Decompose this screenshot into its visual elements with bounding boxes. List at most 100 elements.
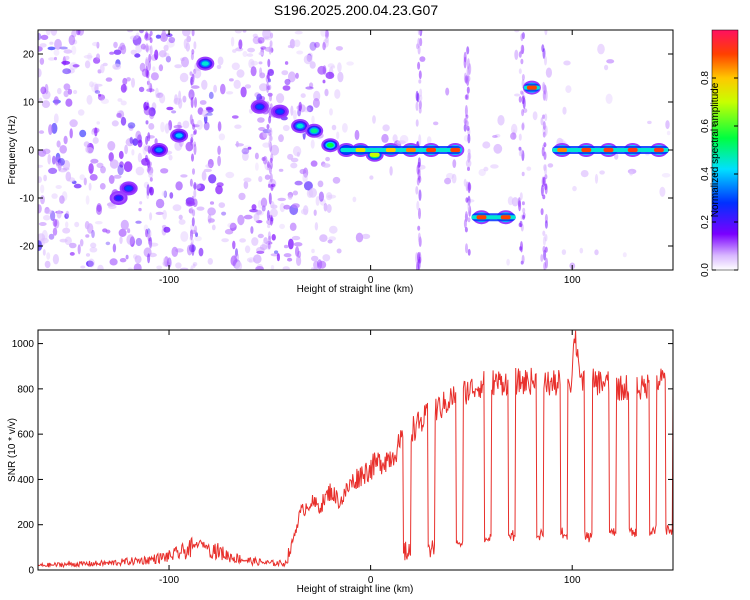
spectrogram-noise-blob [225,171,235,179]
colorbar-gradient [711,29,739,271]
spectrogram-noise-blob [565,85,572,93]
spectrogram-noise-blob [257,117,265,123]
spectrogram-smear [521,123,525,131]
spectrogram-smear [189,71,193,76]
spectrogram-smear [521,74,525,81]
spectrogram-noise-blob [64,55,70,61]
spectrogram-noise-blob [259,83,268,92]
spectrogram-noise-blob [261,240,269,250]
colorbar-tick-label: 0.6 [700,119,711,133]
spectrogram-smear [266,72,270,80]
spectrogram-noise-blob [77,109,85,116]
spectrogram-smear [416,200,420,211]
spectrogram-noise-blob [94,83,103,87]
spectrogram-noise-blob [264,129,269,137]
spectrogram-ridge-mark [155,147,163,153]
spectrogram-smear [192,209,196,217]
spectrogram-noise-blob [207,214,212,224]
spectrogram-smear [269,173,273,183]
spectrogram-noise-blob [235,143,244,147]
spectrogram-smear [267,58,271,68]
snr-xtick-label: -100 [159,575,179,586]
spectrogram-noise-blob [251,204,257,211]
spectrogram-ridge-peak [653,148,664,152]
spectrogram-noise-blob [242,30,247,33]
spectrogram-noise-blob [545,67,553,78]
spectrogram-noise-blob [124,144,128,155]
spectrogram-noise-blob [88,258,95,268]
spectrogram-noise-blob [532,111,538,121]
spectrogram-noise-blob [234,124,242,129]
spectrogram-noise-blob [282,124,290,132]
spectrogram-noise-blob [68,177,75,183]
spectrogram-noise-blob [125,254,129,260]
spectrogram-smear [194,225,198,234]
spectrogram-noise-blob [44,260,51,269]
spectrogram-noise-blob [40,195,45,205]
spectrogram-smear [465,213,468,221]
spectrogram-noise-blob [40,184,45,194]
spectrogram-noise-blob [331,124,337,131]
spectrogram-noise-blob [290,162,298,169]
spectrogram-noise-blob [262,30,272,40]
spectrogram-noise-blob [206,112,213,116]
spectrogram-smear [192,263,196,268]
spectrogram-noise-blob [96,41,100,49]
spectrogram-noise-blob [326,192,333,201]
snr-ytick-label: 1000 [12,339,35,350]
spectrogram-noise-blob [325,156,330,162]
spectrogram-noise-blob [221,238,229,243]
spectrogram-noise-blob [326,204,332,213]
spectrogram-noise-blob [138,86,145,93]
spectrogram-noise-blob [98,93,102,97]
spectrogram-noise-blob [257,37,265,44]
spectrogram-noise-blob [38,46,43,52]
spectrogram-noise-blob [511,197,519,207]
spectrogram-noise-blob [135,44,143,53]
spectrogram-noise-blob [327,194,337,199]
spectrogram-noise-blob [108,175,115,184]
spectrogram-noise-blob [65,221,69,228]
spectrogram-noise-blob [138,207,142,212]
colorbar-label: Normalized spectral amplitude [710,82,721,217]
spectrogram-noise-blob [244,84,252,89]
spectrogram-noise-blob [134,53,141,58]
spectrogram-noise-blob [507,196,514,206]
spectrogram-noise-blob [52,218,58,227]
spectrogram-noise-blob [73,89,78,95]
spectrogram-noise-blob [240,86,247,98]
spectrogram-noise-blob [56,140,61,148]
spectrogram-noise-blob [100,98,109,104]
spectrogram-noise-blob [290,157,299,163]
spectrogram-noise-blob [337,71,344,83]
spectrogram-noise-blob [243,177,252,183]
spectrogram-noise-blob [325,30,329,39]
spectrogram-noise-blob [48,57,56,61]
spectrogram-noise-blob [174,64,183,69]
spectrogram-smear [417,232,421,243]
snr-series-line [38,330,673,569]
spectrogram-noise-blob [42,90,51,100]
spectrogram-smear [191,153,194,162]
spectrogram-smear [418,100,422,110]
spectrogram-noise-blob [213,84,218,93]
spectrogram-noise-blob [164,256,169,267]
colorbar: 0.0 0.2 0.4 0.6 0.8 Normalized spectral ampl… [700,29,739,277]
spectrogram-noise-blob [96,204,102,215]
spectrogram-noise-blob [451,173,457,184]
spectrogram-noise-blob [218,133,226,141]
spectrogram-noise-blob [105,229,111,234]
spectrogram-noise-blob [246,53,254,57]
spectrogram-noise-blob [335,46,343,51]
spectrogram-noise-blob [119,236,123,245]
spectrogram-noise-blob [277,197,287,202]
spectrogram-noise-blob [303,54,313,65]
spectrogram-noise-blob [253,213,260,222]
spectrogram-noise-blob [279,223,285,230]
spectrogram-noise-blob [248,58,255,69]
spectrogram-noise-blob [445,87,450,96]
